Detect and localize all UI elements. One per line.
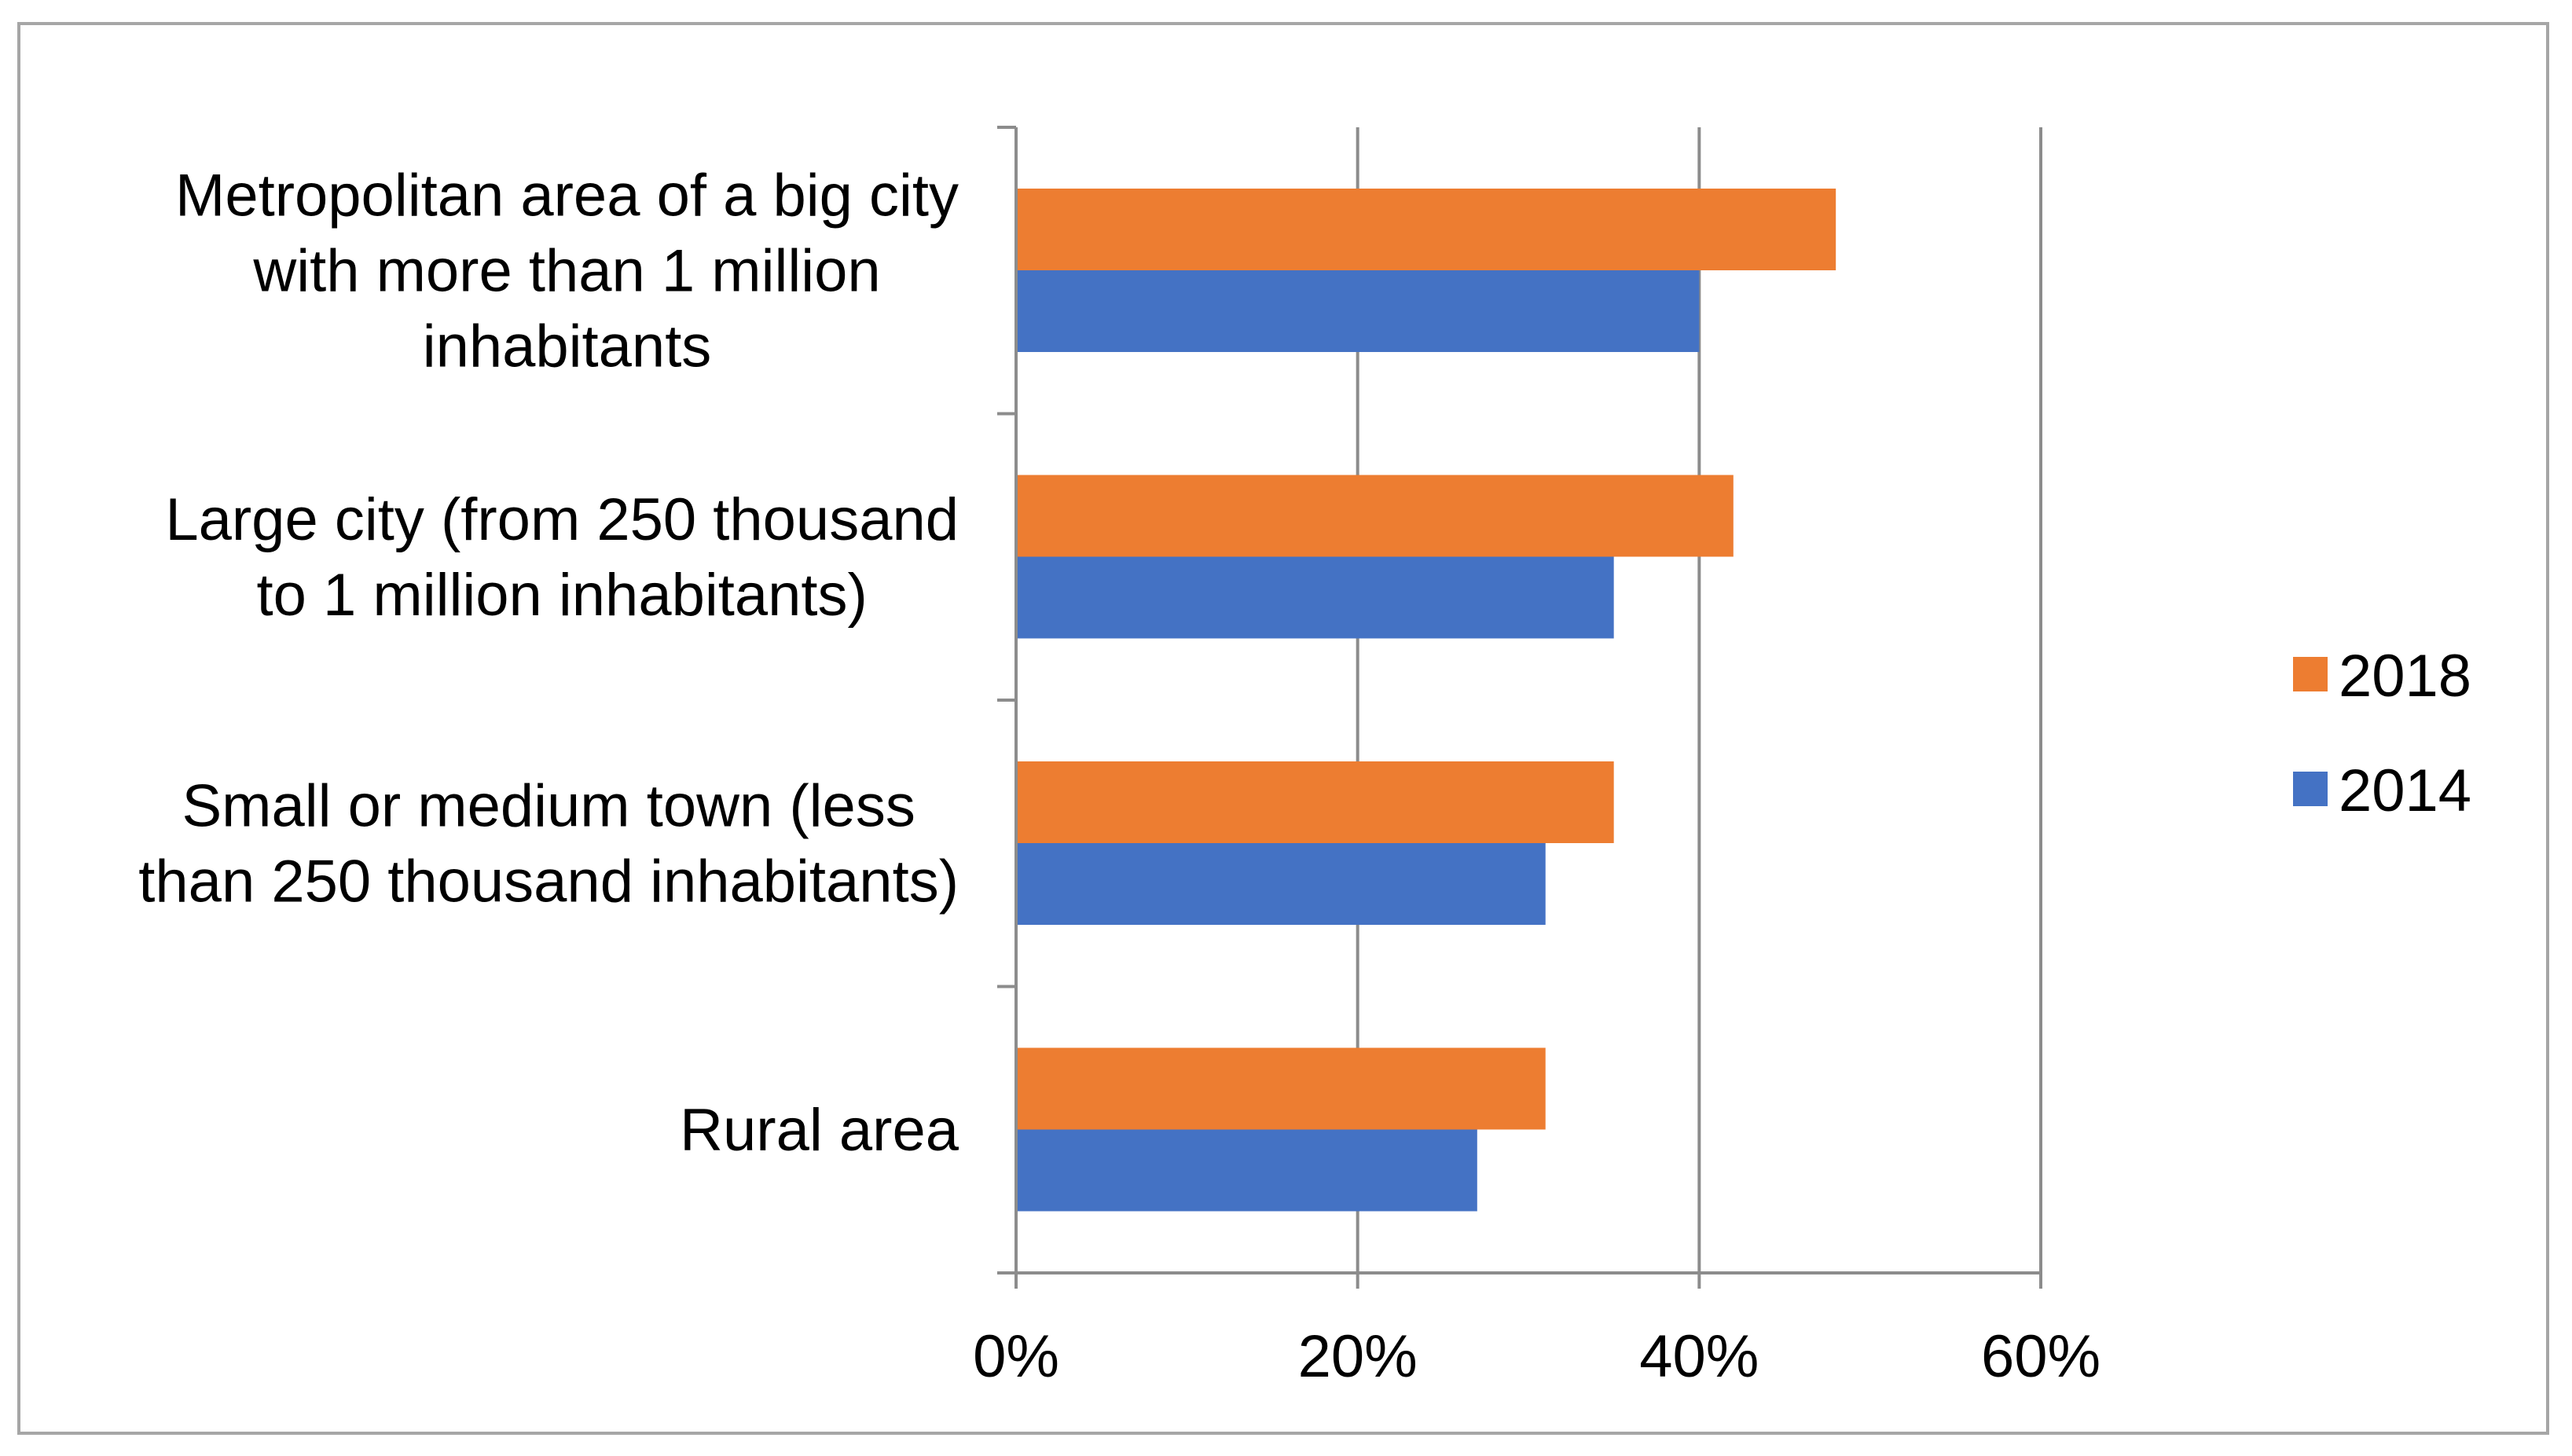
- x-tick-label: 60%: [1981, 1323, 2101, 1390]
- bar-2014-category-4: [1016, 1129, 1477, 1212]
- legend-label-2014: 2014: [2339, 757, 2471, 824]
- legend-swatch-2018: [2293, 657, 2328, 691]
- x-tick-label: 20%: [1298, 1323, 1418, 1390]
- bar-2018-category-2: [1016, 475, 1734, 557]
- legend-label-2018: 2018: [2339, 643, 2471, 710]
- category-label-2: Large city (from 250 thousand to 1 millio…: [165, 486, 959, 629]
- bar-2018-category-3: [1016, 761, 1614, 843]
- bar-2018-category-4: [1016, 1047, 1546, 1130]
- bar-2014-category-2: [1016, 556, 1614, 639]
- x-tick-label: 40%: [1639, 1323, 1759, 1390]
- bar-2018-category-1: [1016, 189, 1836, 270]
- bar-2014-category-1: [1016, 270, 1700, 352]
- category-label-4: Rural area: [680, 1097, 959, 1164]
- category-label-1: Metropolitan area of a big city with more…: [175, 162, 959, 380]
- x-tick-label: 0%: [973, 1323, 1059, 1390]
- category-label-3: Small or medium town (less than 250 thous…: [138, 772, 959, 915]
- bar-2014-category-3: [1016, 843, 1546, 925]
- legend-swatch-2014: [2293, 772, 2328, 806]
